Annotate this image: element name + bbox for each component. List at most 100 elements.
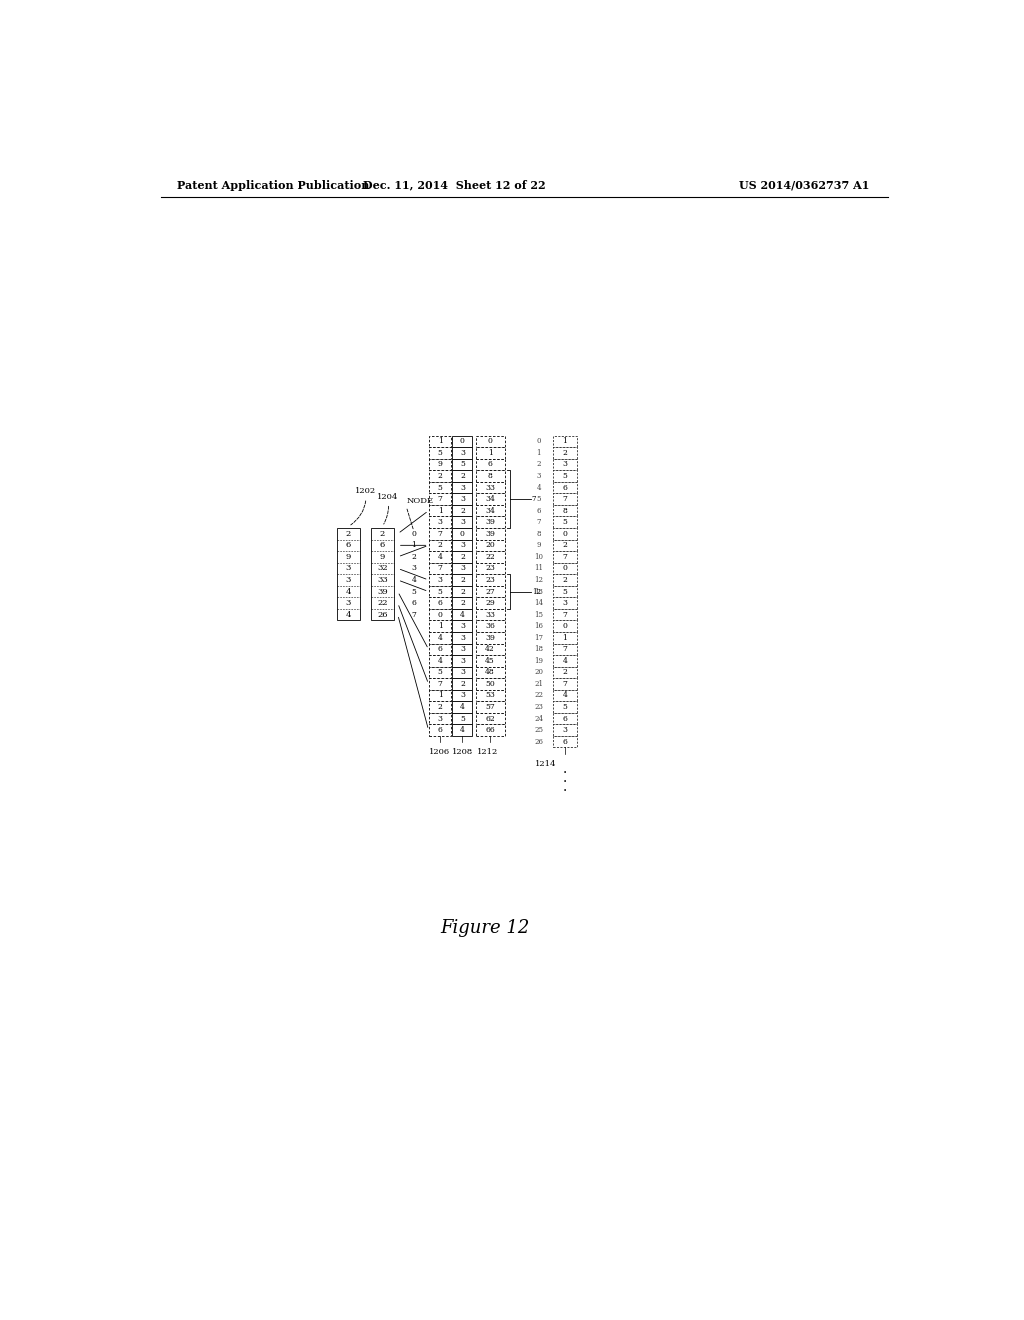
Text: US 2014/0362737 A1: US 2014/0362737 A1 — [739, 180, 869, 191]
Text: 3: 3 — [460, 634, 465, 642]
Text: 9: 9 — [537, 541, 541, 549]
Text: 4: 4 — [562, 692, 567, 700]
Text: 1206: 1206 — [429, 748, 451, 756]
Text: 22: 22 — [485, 553, 495, 561]
Bar — [475, 436, 505, 447]
Text: 45: 45 — [485, 657, 495, 665]
Bar — [453, 667, 472, 678]
Bar — [553, 516, 578, 528]
Text: 1: 1 — [562, 634, 567, 642]
Bar — [553, 725, 578, 737]
Text: 14: 14 — [535, 599, 543, 607]
Bar — [453, 725, 472, 737]
Bar — [453, 655, 472, 667]
Bar — [429, 713, 451, 725]
Text: 5: 5 — [537, 495, 541, 503]
Bar — [453, 644, 472, 655]
Text: 1: 1 — [562, 437, 567, 445]
Bar — [453, 447, 472, 459]
Text: 7: 7 — [562, 495, 567, 503]
Text: 23: 23 — [535, 704, 543, 711]
Text: 5: 5 — [437, 449, 442, 457]
Text: 26: 26 — [535, 738, 543, 746]
Text: 24: 24 — [535, 714, 543, 722]
Text: 4: 4 — [412, 576, 417, 583]
Bar — [475, 459, 505, 470]
Bar — [429, 678, 451, 689]
Text: 25: 25 — [535, 726, 543, 734]
Bar — [553, 574, 578, 586]
Text: 4: 4 — [460, 611, 465, 619]
Text: 33: 33 — [377, 576, 388, 583]
Text: 5: 5 — [562, 519, 567, 527]
Bar — [453, 586, 472, 598]
Bar — [553, 447, 578, 459]
Text: 18: 18 — [535, 645, 543, 653]
Bar — [453, 552, 472, 562]
Text: 6: 6 — [562, 738, 567, 746]
Bar — [553, 528, 578, 540]
Text: 3: 3 — [346, 576, 351, 583]
Text: 3: 3 — [437, 714, 442, 722]
Bar — [453, 528, 472, 540]
Text: 36: 36 — [485, 622, 495, 630]
Text: 0: 0 — [562, 529, 567, 537]
Bar — [475, 655, 505, 667]
Text: 5: 5 — [437, 483, 442, 491]
Text: 1: 1 — [437, 622, 442, 630]
Text: 1: 1 — [412, 541, 417, 549]
Text: 6: 6 — [562, 483, 567, 491]
Bar — [429, 655, 451, 667]
Text: 1212: 1212 — [477, 748, 499, 756]
Text: 7: 7 — [437, 565, 442, 573]
Text: 9: 9 — [346, 553, 351, 561]
Text: 7: 7 — [437, 529, 442, 537]
Bar — [553, 737, 578, 747]
Bar — [453, 620, 472, 632]
Text: 7: 7 — [562, 553, 567, 561]
Text: .: . — [563, 762, 567, 776]
Text: 2: 2 — [380, 529, 385, 537]
Text: 3: 3 — [460, 622, 465, 630]
Text: 2: 2 — [562, 449, 567, 457]
Bar — [429, 540, 451, 552]
Bar — [553, 655, 578, 667]
Bar — [553, 586, 578, 598]
Text: 7: 7 — [437, 495, 442, 503]
Text: 4: 4 — [460, 726, 465, 734]
Bar — [553, 609, 578, 620]
Text: 12: 12 — [535, 576, 543, 583]
Text: 0: 0 — [460, 529, 465, 537]
Bar — [337, 528, 360, 620]
Bar — [429, 586, 451, 598]
Bar — [475, 701, 505, 713]
Bar — [475, 574, 505, 586]
Bar — [475, 598, 505, 609]
Bar — [371, 528, 394, 620]
Text: 6: 6 — [437, 599, 442, 607]
Text: 9: 9 — [380, 553, 385, 561]
Bar — [453, 494, 472, 506]
Text: Dec. 11, 2014  Sheet 12 of 22: Dec. 11, 2014 Sheet 12 of 22 — [362, 180, 545, 191]
Text: 1: 1 — [437, 437, 442, 445]
Bar — [475, 667, 505, 678]
Bar — [475, 540, 505, 552]
Text: 3: 3 — [562, 599, 567, 607]
Text: 4: 4 — [437, 657, 442, 665]
Bar — [429, 436, 451, 447]
Text: 17: 17 — [535, 634, 543, 642]
Text: 33: 33 — [485, 483, 496, 491]
Bar — [475, 632, 505, 644]
Text: 9: 9 — [437, 461, 442, 469]
Text: Patent Application Publication: Patent Application Publication — [177, 180, 369, 191]
Text: 6: 6 — [562, 714, 567, 722]
Bar — [553, 667, 578, 678]
Bar — [553, 689, 578, 701]
Text: 29: 29 — [485, 599, 495, 607]
Text: 3: 3 — [562, 726, 567, 734]
Text: 0: 0 — [460, 437, 465, 445]
Text: 6: 6 — [346, 541, 351, 549]
Bar — [553, 494, 578, 506]
Text: 39: 39 — [485, 529, 495, 537]
Text: 4: 4 — [437, 553, 442, 561]
